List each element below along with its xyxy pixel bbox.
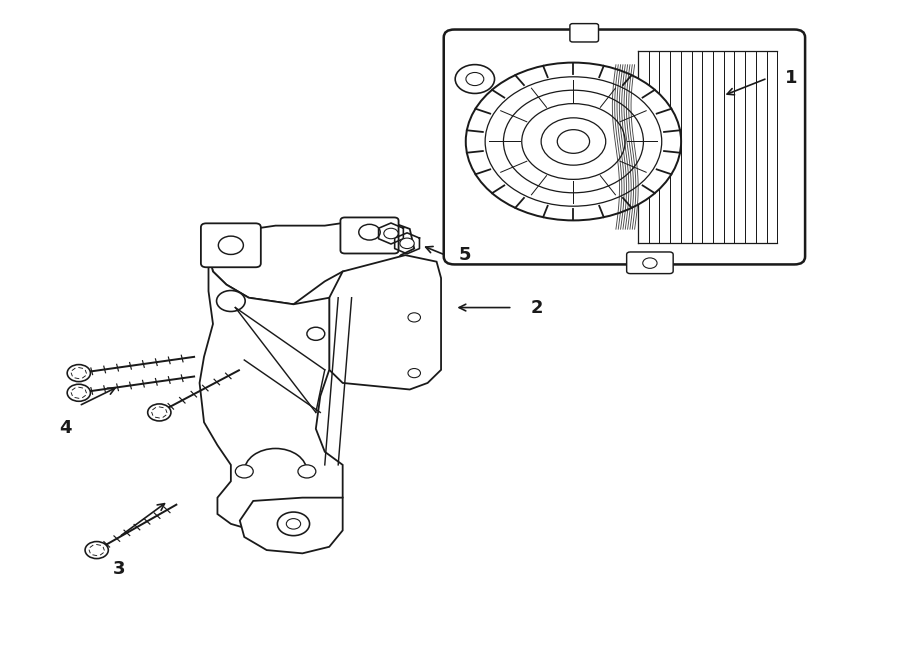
Polygon shape xyxy=(209,222,414,304)
Circle shape xyxy=(466,73,484,85)
Circle shape xyxy=(643,258,657,268)
FancyBboxPatch shape xyxy=(626,252,673,274)
Circle shape xyxy=(219,236,243,254)
Circle shape xyxy=(86,541,108,559)
Circle shape xyxy=(522,104,626,179)
FancyBboxPatch shape xyxy=(340,217,399,253)
Circle shape xyxy=(277,512,310,535)
Circle shape xyxy=(541,118,606,165)
Circle shape xyxy=(400,238,414,249)
Text: 4: 4 xyxy=(59,419,72,437)
Circle shape xyxy=(235,465,253,478)
Text: 2: 2 xyxy=(530,299,543,317)
Circle shape xyxy=(217,291,245,311)
Polygon shape xyxy=(329,255,441,389)
Text: 1: 1 xyxy=(786,69,798,87)
Text: 5: 5 xyxy=(459,246,472,264)
Circle shape xyxy=(383,228,398,239)
FancyBboxPatch shape xyxy=(201,223,261,267)
Circle shape xyxy=(68,384,90,401)
Circle shape xyxy=(68,365,90,381)
Circle shape xyxy=(286,519,301,529)
Circle shape xyxy=(466,63,681,220)
Circle shape xyxy=(307,327,325,340)
FancyBboxPatch shape xyxy=(444,30,806,264)
Polygon shape xyxy=(239,498,343,553)
Circle shape xyxy=(557,130,590,153)
Text: 3: 3 xyxy=(112,560,125,578)
Polygon shape xyxy=(200,255,343,530)
Circle shape xyxy=(298,465,316,478)
FancyBboxPatch shape xyxy=(570,24,599,42)
Circle shape xyxy=(485,77,662,206)
Circle shape xyxy=(455,65,494,93)
Circle shape xyxy=(359,224,380,240)
Circle shape xyxy=(148,404,171,421)
Circle shape xyxy=(408,313,420,322)
Circle shape xyxy=(503,90,644,193)
Circle shape xyxy=(408,369,420,377)
